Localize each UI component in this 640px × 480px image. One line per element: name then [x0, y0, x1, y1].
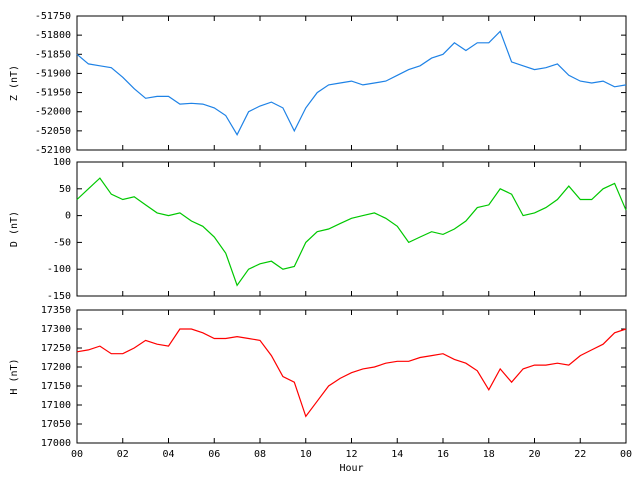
y-tick-label: 17350 [41, 305, 71, 316]
x-tick-label: 02 [117, 449, 129, 460]
x-tick-label: 04 [162, 449, 174, 460]
y-tick-label: 17100 [41, 400, 71, 411]
x-tick-label: 00 [620, 449, 632, 460]
x-tick-label: 18 [483, 449, 495, 460]
x-tick-label: 06 [208, 449, 220, 460]
x-tick-label: 00 [71, 449, 83, 460]
x-axis-label: Hour [339, 463, 363, 474]
y-tick-label: 17300 [41, 324, 71, 335]
x-tick-label: 22 [574, 449, 586, 460]
data-line [76, 177, 627, 287]
y-tick-label: 100 [53, 157, 71, 168]
data-line [76, 30, 627, 136]
y-tick-label: 17250 [41, 343, 71, 354]
y-tick-label: -50 [53, 237, 71, 248]
plot-frame [76, 161, 627, 297]
y-tick-label: -100 [47, 264, 71, 275]
y-tick-label: -51850 [35, 49, 71, 60]
y-tick-label: 50 [59, 184, 71, 195]
plot-frame [76, 309, 627, 444]
y-tick-label: -52100 [35, 145, 71, 156]
y-axis-label: D (nT) [9, 211, 20, 247]
y-tick-label: -51900 [35, 68, 71, 79]
y-tick-label: -51950 [35, 88, 71, 99]
y-tick-label: 17000 [41, 438, 71, 449]
x-tick-label: 16 [437, 449, 449, 460]
y-tick-label: 0 [65, 211, 71, 222]
x-tick-label: 20 [528, 449, 540, 460]
y-tick-label: -51800 [35, 30, 71, 41]
y-axis-label: Z (nT) [9, 65, 20, 101]
y-tick-label: 17050 [41, 419, 71, 430]
y-tick-label: -52000 [35, 107, 71, 118]
x-tick-label: 08 [254, 449, 266, 460]
y-tick-label: -51750 [35, 11, 71, 22]
y-axis-label: H (nT) [9, 358, 20, 394]
data-line [76, 328, 627, 418]
x-tick-label: 10 [300, 449, 312, 460]
y-tick-label: 17150 [41, 381, 71, 392]
y-tick-label: -52050 [35, 126, 71, 137]
y-tick-label: -150 [47, 291, 71, 302]
x-tick-label: 12 [345, 449, 357, 460]
y-tick-label: 17200 [41, 362, 71, 373]
x-tick-label: 14 [391, 449, 403, 460]
plot-frame [76, 15, 627, 151]
